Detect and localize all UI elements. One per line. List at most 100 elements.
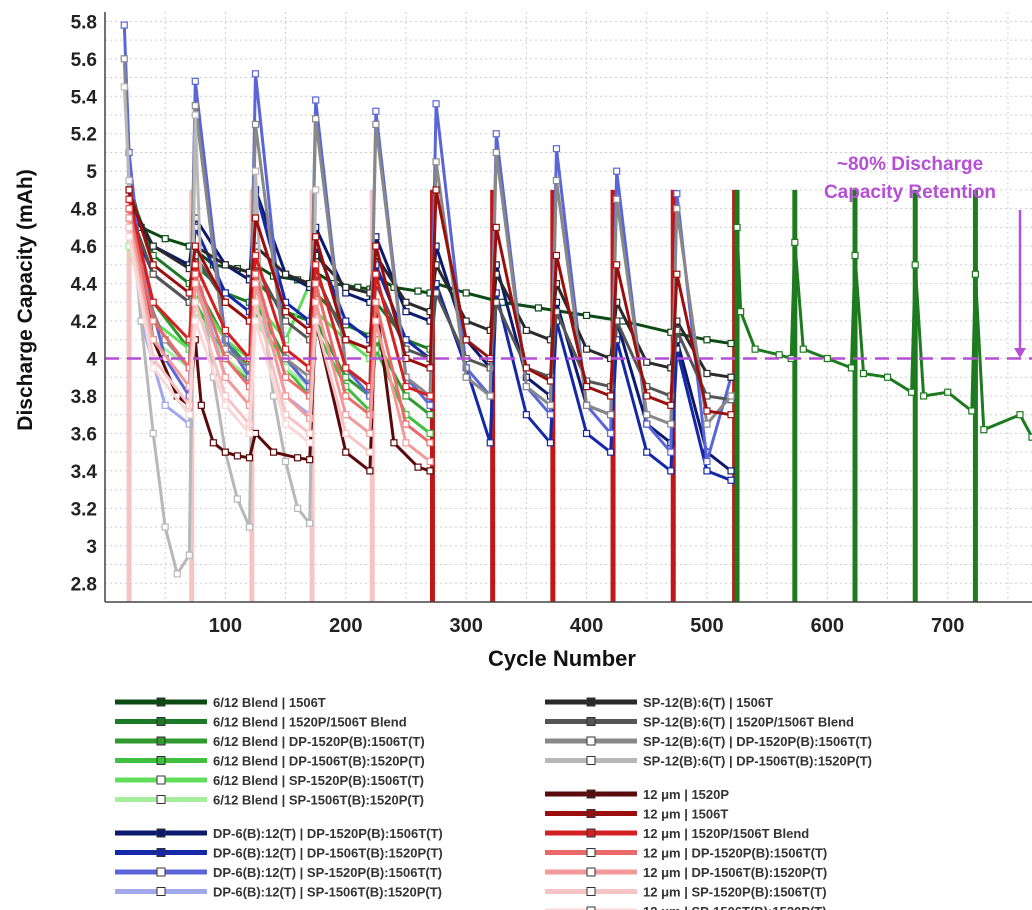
data-point: [703, 336, 711, 344]
data-point: [251, 279, 260, 288]
data-point: [546, 401, 555, 409]
data-point: [727, 476, 735, 484]
data-point: [534, 304, 543, 312]
data-point: [522, 411, 530, 419]
legend-label: SP-12(B):6(T) | DP-1506T(B):1520P(T): [643, 754, 872, 769]
legend-item: 12 μm | DP-1506T(B):1520P(T): [545, 865, 827, 880]
data-point: [149, 364, 157, 372]
legend-item: DP-6(B):12(T) | SP-1506T(B):1520P(T): [115, 885, 442, 900]
data-point: [221, 289, 229, 297]
legend-swatch-marker: [156, 887, 166, 896]
data-point: [607, 429, 615, 438]
legend-label: 12 μm | 1506T: [643, 807, 728, 822]
legend-swatch-marker: [156, 867, 166, 877]
legend-item: 6/12 Blend | DP-1520P(B):1506T(T): [115, 734, 425, 749]
data-point: [643, 392, 651, 400]
data-point: [125, 186, 133, 194]
data-point: [791, 238, 799, 246]
data-point: [968, 407, 976, 415]
legend-item: 12 μm | DP-1520P(B):1506T(T): [545, 846, 827, 861]
legend-swatch-marker: [156, 848, 166, 857]
y-tick-label: 3.2: [71, 499, 97, 520]
data-point: [149, 270, 157, 278]
y-tick-label: 4.6: [71, 237, 97, 258]
data-point: [426, 429, 434, 438]
legend-label: 12 μm | 1520P: [643, 787, 729, 802]
data-point: [120, 21, 128, 29]
data-point: [306, 519, 314, 527]
legend-item: 6/12 Blend | 1520P/1506T Blend: [115, 715, 407, 730]
legend: 6/12 Blend | 1506T 6/12 Blend | 1520P/150…: [115, 695, 872, 910]
x-tick-label: 700: [931, 615, 964, 637]
y-tick-label: 4: [86, 350, 97, 371]
data-point: [312, 186, 320, 194]
data-point: [312, 279, 320, 288]
data-point: [643, 420, 651, 428]
data-point: [191, 279, 199, 288]
data-point: [607, 411, 615, 419]
y-tick-labels: 2.8 3 3.2 3.4 3.6 3.8 4 4.2 4.4 4.6 4.8 5 5.2 5.4 5.6 5…: [71, 12, 98, 595]
data-point: [703, 467, 711, 475]
data-point: [372, 107, 380, 115]
data-point: [859, 369, 868, 378]
data-point: [269, 448, 278, 456]
data-point: [221, 448, 229, 456]
data-point: [281, 373, 290, 381]
data-point: [426, 467, 434, 475]
legend-item: 6/12 Blend | 1506T: [115, 695, 326, 710]
data-point: [402, 392, 410, 400]
data-point: [251, 317, 260, 325]
data-point: [643, 358, 651, 366]
legend-label: DP-6(B):12(T) | SP-1506T(B):1520P(T): [213, 885, 442, 900]
data-point: [221, 373, 229, 381]
data-point: [673, 190, 681, 198]
data-point: [426, 401, 434, 409]
legend-swatch-marker: [156, 828, 166, 838]
legend-swatch-marker: [586, 867, 596, 877]
x-tick-label: 300: [449, 615, 482, 637]
data-point: [733, 223, 741, 231]
data-point: [342, 392, 350, 400]
data-point: [312, 298, 320, 306]
data-point: [546, 439, 555, 447]
data-point: [1016, 411, 1024, 419]
y-tick-label: 5.2: [71, 125, 97, 146]
legend-swatch-marker: [586, 906, 596, 910]
data-point: [233, 495, 242, 503]
data-point: [372, 317, 380, 325]
data-point: [613, 167, 621, 175]
data-point: [366, 467, 374, 475]
data-point: [366, 448, 374, 456]
annotation-arrow-head: [1014, 348, 1026, 358]
data-point: [191, 77, 199, 85]
annotation-line-2: Capacity Retention: [824, 182, 996, 203]
x-tick-label: 100: [209, 615, 242, 637]
legend-label: 6/12 Blend | 1520P/1506T Blend: [213, 715, 407, 730]
y-tick-label: 2.8: [71, 574, 97, 595]
data-point: [366, 429, 374, 438]
y-tick-label: 3.6: [71, 424, 97, 445]
legend-swatch-marker: [586, 756, 596, 765]
data-point: [582, 383, 591, 391]
data-point: [191, 317, 199, 325]
data-point: [492, 148, 500, 157]
data-point: [251, 120, 260, 128]
data-point: [209, 439, 217, 447]
data-point: [673, 270, 681, 278]
legend-swatch-marker: [156, 756, 166, 765]
data-point: [1028, 433, 1032, 441]
y-tick-label: 4.8: [71, 200, 97, 221]
legend-swatch-marker: [586, 809, 596, 818]
data-point: [799, 345, 807, 353]
data-point: [173, 570, 181, 578]
data-point: [312, 115, 320, 123]
data-point: [251, 167, 260, 175]
y-tick-label: 3.4: [71, 462, 98, 483]
legend-item: SP-12(B):6(T) | DP-1520P(B):1506T(T): [545, 734, 872, 749]
data-point: [191, 270, 199, 278]
data-point: [426, 392, 434, 400]
data-point: [582, 401, 591, 409]
legend-swatch-marker: [586, 828, 596, 838]
data-point: [643, 411, 651, 419]
legend-label: DP-6(B):12(T) | DP-1520P(B):1506T(T): [213, 826, 443, 841]
